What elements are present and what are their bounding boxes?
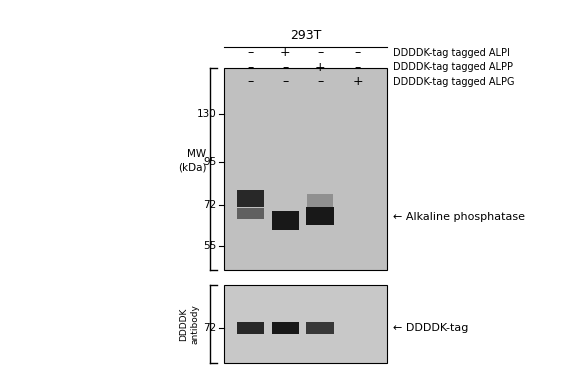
Text: 130: 130 <box>197 109 217 119</box>
Text: ← Alkaline phosphatase: ← Alkaline phosphatase <box>393 212 525 222</box>
Text: +: + <box>280 46 290 59</box>
Text: DDDDK-tag tagged ALPP: DDDDK-tag tagged ALPP <box>393 62 513 72</box>
Text: DDDDK
antibody: DDDDK antibody <box>179 304 199 344</box>
Bar <box>272 211 299 230</box>
Text: –: – <box>282 75 288 88</box>
Bar <box>237 208 264 219</box>
Text: –: – <box>355 61 361 74</box>
Text: MW: MW <box>187 149 207 159</box>
Text: –: – <box>247 75 253 88</box>
Text: 293T: 293T <box>290 29 321 42</box>
Text: ← DDDDK-tag: ← DDDDK-tag <box>393 323 469 333</box>
Text: +: + <box>353 75 363 88</box>
Text: DDDDK-tag tagged ALPI: DDDDK-tag tagged ALPI <box>393 48 510 58</box>
Bar <box>237 190 264 207</box>
Text: 55: 55 <box>203 241 217 251</box>
Text: –: – <box>247 46 253 59</box>
Text: 95: 95 <box>203 157 217 167</box>
Text: –: – <box>247 61 253 74</box>
Text: (kDa): (kDa) <box>178 162 207 172</box>
Bar <box>272 322 299 334</box>
Text: 72: 72 <box>203 323 217 333</box>
Text: 72: 72 <box>203 200 217 210</box>
Bar <box>307 194 333 207</box>
Bar <box>224 285 387 363</box>
Text: –: – <box>355 46 361 59</box>
Text: –: – <box>282 61 288 74</box>
Text: DDDDK-tag tagged ALPG: DDDDK-tag tagged ALPG <box>393 77 514 87</box>
Text: –: – <box>317 46 323 59</box>
Bar <box>237 322 264 334</box>
Text: –: – <box>317 75 323 88</box>
Text: +: + <box>315 61 325 74</box>
Bar <box>307 206 333 225</box>
Bar <box>224 68 387 270</box>
Bar <box>307 322 333 334</box>
